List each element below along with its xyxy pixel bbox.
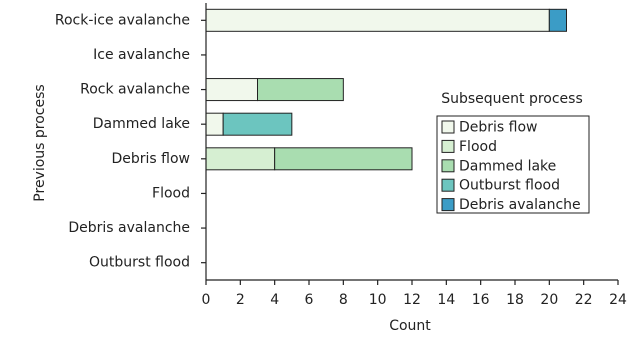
x-tick-label: 8 xyxy=(339,292,348,308)
x-tick-label: 2 xyxy=(236,292,245,308)
y-tick-label: Ice avalanche xyxy=(93,47,190,63)
x-tick-label: 20 xyxy=(540,292,558,308)
x-tick-label: 10 xyxy=(369,292,387,308)
bar-segment xyxy=(548,8,567,32)
legend-title: Subsequent process xyxy=(441,91,583,107)
y-tick-label: Rock avalanche xyxy=(80,82,190,98)
y-axis-label: Previous process xyxy=(32,84,48,201)
legend-label: Dammed lake xyxy=(459,158,556,174)
x-tick-label: 18 xyxy=(506,292,524,308)
legend-label: Debris avalanche xyxy=(459,197,581,213)
x-tick-label: 16 xyxy=(472,292,490,308)
legend-label: Outburst flood xyxy=(459,178,560,194)
x-tick-label: 24 xyxy=(609,292,627,308)
bar-segment xyxy=(222,112,293,136)
legend-swatch xyxy=(441,178,455,192)
x-tick-label: 4 xyxy=(270,292,279,308)
x-tick-label: 14 xyxy=(437,292,455,308)
bar-segment xyxy=(205,112,224,136)
y-tick-label: Rock-ice avalanche xyxy=(55,12,190,28)
legend-swatch xyxy=(441,198,455,212)
y-tick-label: Outburst flood xyxy=(89,255,190,271)
legend-label: Flood xyxy=(459,139,497,155)
y-tick-label: Debris flow xyxy=(111,151,190,167)
y-tick-label: Dammed lake xyxy=(93,116,190,132)
bar-segment xyxy=(205,78,258,102)
legend-swatch xyxy=(441,139,455,153)
x-tick-label: 0 xyxy=(202,292,211,308)
bar-segment xyxy=(205,8,550,32)
legend-swatch xyxy=(441,159,455,173)
bar-segment xyxy=(274,147,413,171)
x-tick-label: 6 xyxy=(305,292,314,308)
bar-segment xyxy=(257,78,344,102)
legend-swatch xyxy=(441,120,455,134)
x-tick-label: 22 xyxy=(575,292,593,308)
legend-label: Debris flow xyxy=(459,120,538,136)
x-axis-label: Count xyxy=(389,318,431,334)
x-tick-label: 12 xyxy=(403,292,421,308)
legend-box xyxy=(436,115,590,214)
bar-segment xyxy=(205,147,276,171)
y-tick-label: Flood xyxy=(152,185,190,201)
y-tick-label: Debris avalanche xyxy=(68,220,190,236)
